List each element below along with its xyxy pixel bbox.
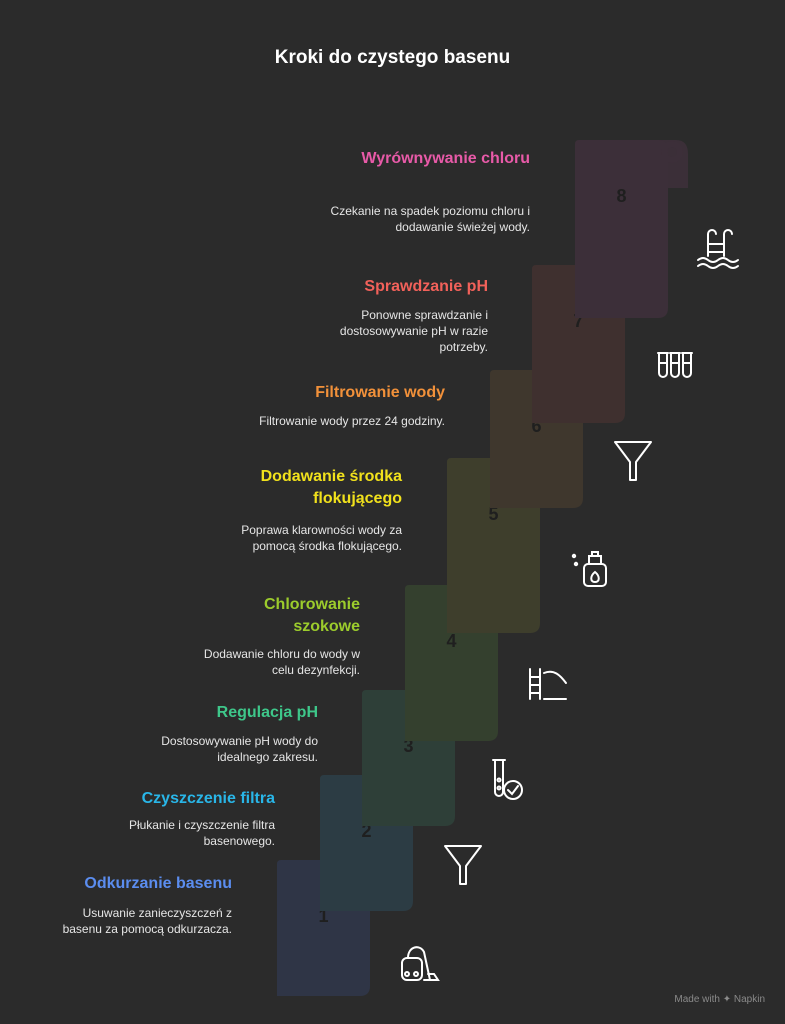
- funnel-icon: [614, 441, 652, 481]
- step-8-block: 8: [575, 140, 688, 318]
- step-3-number: 3: [403, 736, 413, 756]
- step-2-number: 2: [361, 821, 371, 841]
- step-5-title: Dodawanie środka flokującego: [260, 468, 402, 507]
- step-6-title: Filtrowanie wody: [315, 384, 445, 401]
- step-4-description: Dodawanie chloru do wody w celu dezynfek…: [203, 647, 360, 677]
- step-8-number: 8: [616, 186, 626, 206]
- step-8-description: Czekanie na spadek poziomu chloru i doda…: [330, 204, 530, 234]
- step-2-description: Płukanie i czyszczenie filtra basenowego…: [128, 818, 275, 848]
- step-8-title: Wyrównywanie chloru: [361, 150, 530, 167]
- step-3-title: Regulacja pH: [216, 704, 318, 721]
- step-1-title: Odkurzanie basenu: [84, 875, 232, 892]
- step-6-number: 6: [531, 416, 541, 436]
- vacuum-cleaner-icon: [401, 946, 440, 981]
- napkin-watermark: Made with ✦ Napkin: [674, 994, 765, 1005]
- test-tubes-icon: [657, 352, 693, 378]
- step-3-description: Dostosowywanie pH wody do idealnego zakr…: [161, 734, 318, 764]
- step-2-title: Czyszczenie filtra: [141, 790, 275, 807]
- swimming-pool-icon: [697, 229, 739, 269]
- step-7-description: Ponowne sprawdzanie i dostosowywanie pH …: [339, 308, 488, 354]
- spray-bottle-icon: [571, 551, 607, 587]
- test-tube-check-icon: [492, 759, 523, 800]
- funnel-icon: [444, 845, 482, 885]
- step-1-description: Usuwanie zanieczyszczeń z basenu za pomo…: [62, 906, 232, 936]
- step-6-description: Filtrowanie wody przez 24 godziny.: [259, 414, 445, 428]
- step-4-number: 4: [446, 631, 456, 651]
- step-5-number: 5: [488, 504, 498, 524]
- page-title: Kroki do czystego basenu: [274, 47, 511, 68]
- step-7-title: Sprawdzanie pH: [364, 278, 488, 295]
- step-1-number: 1: [318, 906, 328, 926]
- step-4-title: Chlorowanie szokowe: [263, 596, 360, 635]
- step-7-number: 7: [573, 311, 583, 331]
- step-5-description: Poprawa klarowności wody za pomocą środk…: [241, 523, 402, 553]
- pool-ladder-icon: [529, 668, 567, 700]
